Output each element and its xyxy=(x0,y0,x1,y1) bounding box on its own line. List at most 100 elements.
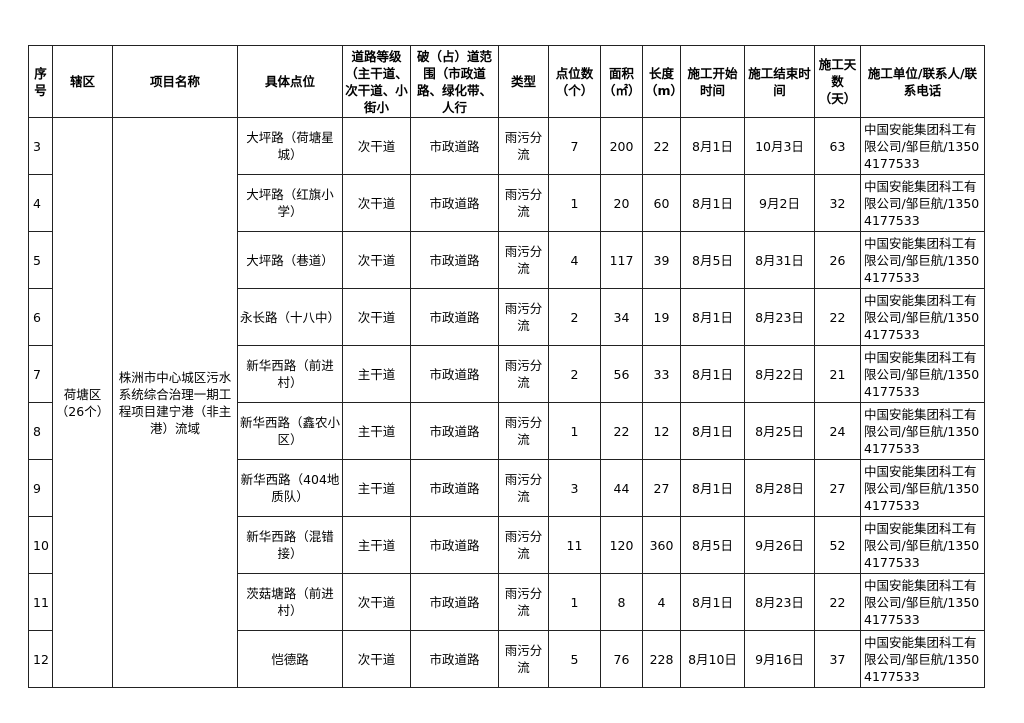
scope-cell: 市政道路 xyxy=(410,516,499,574)
location-cell: 永长路（十八中） xyxy=(237,288,343,346)
area-cell: 44 xyxy=(600,459,643,517)
type-cell: 雨污分流 xyxy=(498,459,549,517)
column-header: 项目名称 xyxy=(112,45,238,118)
area-cell: 8 xyxy=(600,573,643,631)
scope-cell: 市政道路 xyxy=(410,345,499,403)
start-cell: 8月1日 xyxy=(680,174,745,232)
start-cell: 8月1日 xyxy=(680,459,745,517)
days-cell: 22 xyxy=(814,288,861,346)
table-row: 4 大坪路（红旗小学） 次干道 市政道路 雨污分流 1 20 60 8月1日 9月2日 32 中国安能… xyxy=(28,174,985,232)
days-cell: 24 xyxy=(814,402,861,460)
scope-cell: 市政道路 xyxy=(410,459,499,517)
column-header: 面积（㎡） xyxy=(600,45,643,118)
scope-cell: 市政道路 xyxy=(410,174,499,232)
construction-table: 序号 辖区 项目名称 具体点位 道路等级（主干道、次干道、小街小 破（占）道范围（市政道路… xyxy=(28,45,985,688)
unit-cell: 中国安能集团科工有限公司/邹巨航/13504177533 xyxy=(860,630,985,688)
grade-cell: 主干道 xyxy=(342,402,411,460)
scope-cell: 市政道路 xyxy=(410,117,499,175)
length-cell: 228 xyxy=(642,630,681,688)
length-cell: 19 xyxy=(642,288,681,346)
grade-cell: 次干道 xyxy=(342,630,411,688)
column-header: 施工天数（天） xyxy=(814,45,861,118)
grade-cell: 主干道 xyxy=(342,345,411,403)
grade-cell: 次干道 xyxy=(342,231,411,289)
location-cell: 新华西路（前进村） xyxy=(237,345,343,403)
type-cell: 雨污分流 xyxy=(498,345,549,403)
area-cell: 22 xyxy=(600,402,643,460)
start-cell: 8月1日 xyxy=(680,117,745,175)
row-number-cell: 6 xyxy=(28,288,53,346)
row-number-cell: 5 xyxy=(28,231,53,289)
area-cell: 200 xyxy=(600,117,643,175)
table-row: 5 大坪路（巷道） 次干道 市政道路 雨污分流 4 117 39 8月5日 8月31日 26 中国安能… xyxy=(28,231,985,289)
type-cell: 雨污分流 xyxy=(498,174,549,232)
points-cell: 2 xyxy=(548,288,601,346)
unit-cell: 中国安能集团科工有限公司/邹巨航/13504177533 xyxy=(860,174,985,232)
length-cell: 22 xyxy=(642,117,681,175)
days-cell: 26 xyxy=(814,231,861,289)
row-number-cell: 10 xyxy=(28,516,53,574)
length-cell: 360 xyxy=(642,516,681,574)
unit-cell: 中国安能集团科工有限公司/邹巨航/13504177533 xyxy=(860,516,985,574)
column-header: 点位数（个） xyxy=(548,45,601,118)
end-cell: 8月22日 xyxy=(744,345,815,403)
table-row: 12 恺德路 次干道 市政道路 雨污分流 5 76 228 8月10日 9月16日 37 中国安能集团… xyxy=(28,630,985,688)
start-cell: 8月5日 xyxy=(680,231,745,289)
length-cell: 12 xyxy=(642,402,681,460)
row-number-cell: 7 xyxy=(28,345,53,403)
location-cell: 大坪路（荷塘星城） xyxy=(237,117,343,175)
length-cell: 39 xyxy=(642,231,681,289)
row-number-cell: 4 xyxy=(28,174,53,232)
scope-cell: 市政道路 xyxy=(410,402,499,460)
scope-cell: 市政道路 xyxy=(410,573,499,631)
column-header: 类型 xyxy=(498,45,549,118)
area-cell: 56 xyxy=(600,345,643,403)
table-row: 3 荷塘区（26个） 株洲市中心城区污水系统综合治理一期工程项目建宁港（非主港）流域… xyxy=(28,117,985,688)
start-cell: 8月1日 xyxy=(680,402,745,460)
column-header: 辖区 xyxy=(52,45,113,118)
days-cell: 27 xyxy=(814,459,861,517)
points-cell: 7 xyxy=(548,117,601,175)
table-row: 8 新华西路（鑫农小区） 主干道 市政道路 雨污分流 1 22 12 8月1日 8月25日 24 中国… xyxy=(28,402,985,460)
table-row: 10 新华西路（混错接） 主干道 市政道路 雨污分流 11 120 360 8月5日 9月26日 5… xyxy=(28,516,985,574)
table-row: 9 新华西路（404地质队） 主干道 市政道路 雨污分流 3 44 27 8月1日 8月28日 27… xyxy=(28,459,985,517)
location-cell: 茨菇塘路（前进村） xyxy=(237,573,343,631)
unit-cell: 中国安能集团科工有限公司/邹巨航/13504177533 xyxy=(860,459,985,517)
days-cell: 21 xyxy=(814,345,861,403)
length-cell: 27 xyxy=(642,459,681,517)
grade-cell: 主干道 xyxy=(342,516,411,574)
type-cell: 雨污分流 xyxy=(498,288,549,346)
location-cell: 新华西路（混错接） xyxy=(237,516,343,574)
grade-cell: 主干道 xyxy=(342,459,411,517)
scope-cell: 市政道路 xyxy=(410,288,499,346)
district-cell: 荷塘区（26个） xyxy=(52,117,113,688)
column-header: 施工开始时间 xyxy=(680,45,745,118)
end-cell: 8月23日 xyxy=(744,573,815,631)
type-cell: 雨污分流 xyxy=(498,516,549,574)
location-cell: 新华西路（鑫农小区） xyxy=(237,402,343,460)
location-cell: 恺德路 xyxy=(237,630,343,688)
end-cell: 9月26日 xyxy=(744,516,815,574)
area-cell: 20 xyxy=(600,174,643,232)
type-cell: 雨污分流 xyxy=(498,231,549,289)
days-cell: 32 xyxy=(814,174,861,232)
location-cell: 大坪路（巷道） xyxy=(237,231,343,289)
unit-cell: 中国安能集团科工有限公司/邹巨航/13504177533 xyxy=(860,402,985,460)
column-header: 施工单位/联系人/联系电话 xyxy=(860,45,985,118)
unit-cell: 中国安能集团科工有限公司/邹巨航/13504177533 xyxy=(860,117,985,175)
days-cell: 52 xyxy=(814,516,861,574)
points-cell: 1 xyxy=(548,573,601,631)
points-cell: 2 xyxy=(548,345,601,403)
scope-cell: 市政道路 xyxy=(410,630,499,688)
end-cell: 8月23日 xyxy=(744,288,815,346)
row-number-cell: 12 xyxy=(28,630,53,688)
start-cell: 8月5日 xyxy=(680,516,745,574)
unit-cell: 中国安能集团科工有限公司/邹巨航/13504177533 xyxy=(860,573,985,631)
end-cell: 8月28日 xyxy=(744,459,815,517)
location-cell: 大坪路（红旗小学） xyxy=(237,174,343,232)
area-cell: 34 xyxy=(600,288,643,346)
column-header: 道路等级（主干道、次干道、小街小 xyxy=(342,45,411,118)
grade-cell: 次干道 xyxy=(342,117,411,175)
grade-cell: 次干道 xyxy=(342,573,411,631)
points-cell: 11 xyxy=(548,516,601,574)
